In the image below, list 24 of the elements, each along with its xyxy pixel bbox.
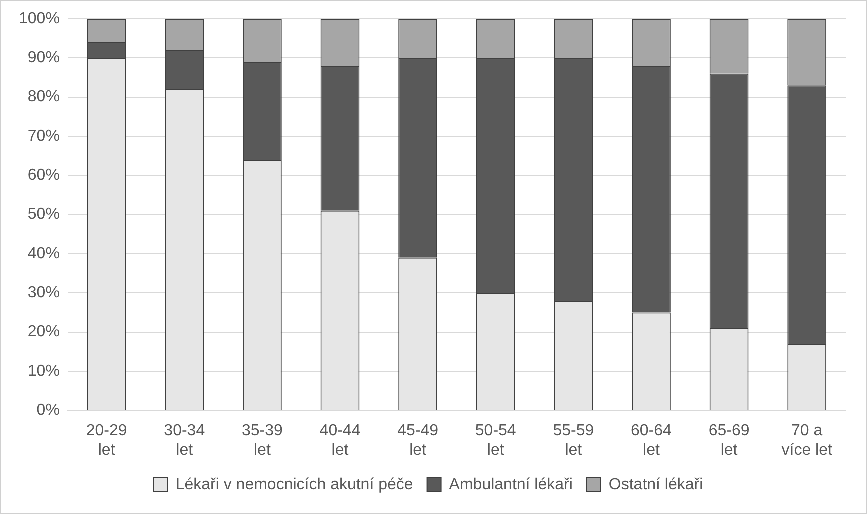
- y-tick-label: 0%: [36, 402, 60, 420]
- y-tick-label: 80%: [28, 88, 60, 106]
- x-tick-label: 50-54 let: [475, 422, 516, 459]
- x-tick-label: 65-69 let: [708, 422, 750, 459]
- x-tick-label: 45-49 let: [398, 422, 439, 459]
- y-tick-label: 90%: [28, 50, 60, 67]
- y-tick-label: 20%: [28, 324, 60, 341]
- x-tick-label: 40-44 let: [320, 422, 361, 459]
- y-tick-label: 10%: [28, 362, 60, 380]
- x-tick-label: 30-34 let: [164, 422, 206, 459]
- x-tick-label: 60-64 let: [631, 422, 672, 459]
- y-tick-label: 100%: [19, 10, 60, 28]
- x-tick-label: 70 a více let: [782, 422, 833, 459]
- legend-label: Ambulantní lékaři: [449, 476, 573, 494]
- x-tick-label: 20-29 let: [86, 422, 128, 459]
- y-tick-label: 30%: [28, 284, 60, 302]
- y-tick-label: 40%: [28, 245, 60, 262]
- x-tick-label: 55-59 let: [553, 422, 594, 459]
- x-tick-label: 35-39 let: [242, 422, 284, 459]
- y-tick-label: 70%: [28, 128, 60, 145]
- y-tick-label: 60%: [28, 167, 60, 184]
- legend-label: Lékaři v nemocnicích akutní péče: [176, 476, 414, 494]
- legend-label: Ostatní lékaři: [608, 476, 704, 494]
- y-tick-label: 50%: [28, 206, 60, 224]
